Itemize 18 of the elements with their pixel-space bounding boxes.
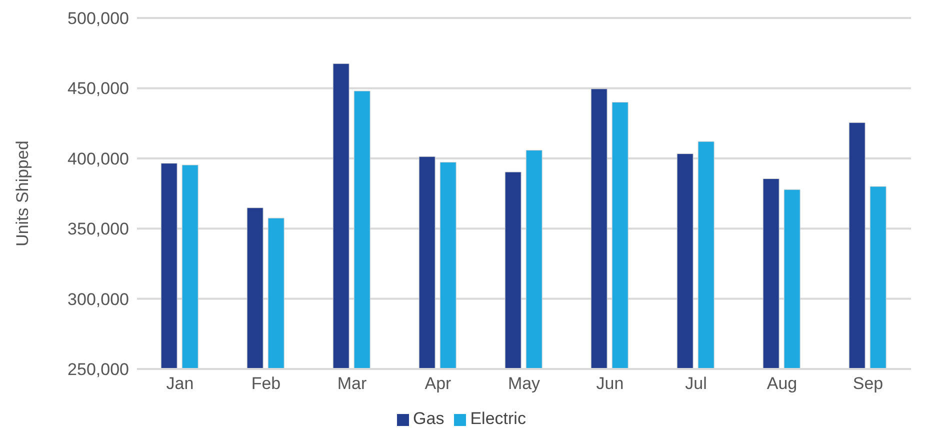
x-tick-label: Jun — [596, 374, 624, 394]
x-tick-label: Jan — [166, 374, 194, 394]
y-tick-label: 450,000 — [68, 79, 129, 98]
legend-label: Gas — [413, 409, 444, 428]
x-tick-label: Aug — [766, 374, 798, 394]
y-tick-label: 250,000 — [68, 360, 129, 380]
y-tick-label: 300,000 — [68, 290, 129, 309]
x-tick-label: Sep — [852, 374, 884, 394]
y-tick-label: 500,000 — [68, 9, 129, 28]
x-tick-label: May — [508, 374, 541, 394]
y-tick-label: 350,000 — [68, 220, 129, 239]
x-tick-label: Apr — [424, 374, 452, 394]
legend-label: Electric — [470, 409, 526, 428]
x-tick-label: Feb — [251, 374, 281, 394]
y-axis-title: Units Shipped — [13, 140, 32, 246]
x-tick-label: Mar — [337, 374, 367, 394]
y-tick-label: 400,000 — [68, 149, 129, 168]
x-tick-label: Jul — [685, 374, 707, 394]
